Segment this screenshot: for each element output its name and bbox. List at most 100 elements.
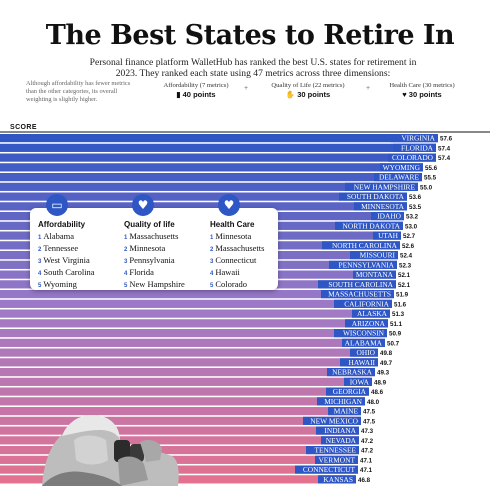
state-label: SOUTH DAKOTA (347, 192, 405, 201)
value-label: 55.5 (424, 175, 437, 182)
state-label: UTAH (378, 231, 399, 240)
state-label-bg (334, 299, 392, 308)
value-label: 55.6 (425, 165, 438, 172)
state-label: MICHIGAN (324, 397, 362, 406)
value-label: 52.6 (402, 243, 415, 250)
state-label-bg (328, 407, 361, 416)
list-item: 3 Pennsylvania (124, 255, 175, 265)
value-label: 47.1 (360, 457, 373, 464)
state-label-bg (339, 192, 407, 201)
bar (0, 348, 378, 357)
value-label: 48.6 (371, 389, 384, 396)
heart-hands-icon: ✋ (285, 90, 296, 99)
bar (0, 338, 385, 347)
bar (0, 329, 387, 338)
value-label: 57.6 (440, 136, 453, 143)
ranking-list: 1 Minnesota 2 Massachusetts 3 Connecticut 4… (210, 231, 264, 291)
state-label: VERMONT (318, 455, 355, 464)
value-label: 51.9 (396, 292, 409, 299)
bar (0, 163, 423, 172)
value-label: 55.0 (420, 184, 433, 191)
state-label-bg (393, 143, 436, 152)
state-label-bg (321, 290, 394, 299)
state-label-bg (345, 319, 388, 328)
bar (0, 143, 436, 152)
list-item: 1 Minnesota (210, 231, 252, 241)
bar (0, 309, 390, 318)
bar (0, 153, 436, 162)
bar (0, 290, 394, 299)
axis-label: SCORE (10, 124, 37, 131)
plus-icon: + (244, 85, 249, 92)
bar (0, 377, 372, 386)
value-label: 51.3 (392, 311, 405, 318)
state-label-bg (318, 475, 356, 484)
state-label-bg (329, 260, 397, 269)
state-label: IOWA (350, 377, 370, 386)
bar (0, 202, 407, 211)
state-label-bg (380, 163, 423, 172)
column-heading: Health Care (210, 220, 255, 229)
bar (0, 387, 369, 396)
bar (0, 465, 358, 474)
value-label: 47.5 (363, 418, 376, 425)
state-label-bg (306, 446, 359, 455)
value-label: 50.9 (389, 331, 402, 338)
list-item: 2 Tennessee (38, 243, 79, 253)
top-five-box: ▭ Affordability 1 Alabama 2 Tennessee 3 Wes… (30, 194, 278, 291)
state-label: INDIANA (324, 426, 356, 435)
state-label: NEVADA (326, 436, 357, 445)
state-label-bg (352, 309, 390, 318)
state-label: ALASKA (357, 309, 388, 318)
state-label: WYOMING (383, 163, 421, 172)
bar (0, 173, 422, 182)
bar (0, 446, 359, 455)
state-label-bg (345, 182, 418, 191)
bar (0, 407, 361, 416)
value-label: 52.1 (398, 272, 411, 279)
state-label-bg (295, 465, 358, 474)
state-label-bg (350, 251, 398, 260)
state-label: MINNESOTA (361, 202, 405, 211)
bar (0, 192, 407, 201)
state-label: VIRGINIA (401, 134, 435, 143)
list-item: 5 Colorado (210, 279, 247, 289)
weight-health: Health Care (30 metrics) ♥ 30 points (370, 82, 474, 99)
ranking-list: 1 Massachusetts 2 Minnesota 3 Pennsylvania … (124, 231, 185, 291)
bar (0, 299, 392, 308)
chart-title: The Best States to Retire In (45, 20, 455, 51)
weight-quality: Quality of Life (22 metrics) ✋ 30 points (248, 82, 368, 99)
value-label: 47.2 (361, 438, 374, 445)
weighting-note: Although affordability has fewer metrics… (26, 80, 131, 103)
weight-label: Affordability (7 metrics) (163, 82, 229, 89)
bar (0, 319, 388, 328)
state-label: NORTH DAKOTA (343, 221, 401, 230)
state-label: FLORIDA (401, 143, 434, 152)
value-label: 47.5 (363, 409, 376, 416)
value-label: 47.2 (361, 448, 374, 455)
state-label: NEBRASKA (332, 368, 372, 377)
value-label: 57.4 (438, 155, 451, 162)
state-label: OHIO (357, 348, 376, 357)
state-label-bg (342, 338, 385, 347)
wallet-icon: ▭ (46, 194, 68, 216)
state-label-bg (350, 348, 378, 357)
value-label: 51.6 (394, 301, 407, 308)
list-item: 4 Florida (124, 267, 154, 277)
value-label: 48.0 (367, 399, 380, 406)
state-label-bg (318, 280, 396, 289)
state-label-bg (374, 173, 422, 182)
chart-subtitle: Personal finance platform WalletHub has … (89, 57, 417, 79)
bar (0, 358, 378, 367)
ranking-list: 1 Alabama 2 Tennessee 3 West Virginia 4 Sout… (38, 231, 95, 291)
state-label-bg (354, 202, 407, 211)
weight-label: Health Care (30 metrics) (389, 82, 455, 89)
state-label-bg (373, 231, 401, 240)
list-item: 4 South Carolina (38, 267, 95, 277)
state-label: GEORGIA (333, 387, 367, 396)
state-label-bg (326, 387, 369, 396)
bar (0, 436, 359, 445)
heart-icon: ♥ (402, 90, 407, 99)
state-label-bg (371, 212, 404, 221)
value-label: 50.7 (387, 340, 400, 347)
